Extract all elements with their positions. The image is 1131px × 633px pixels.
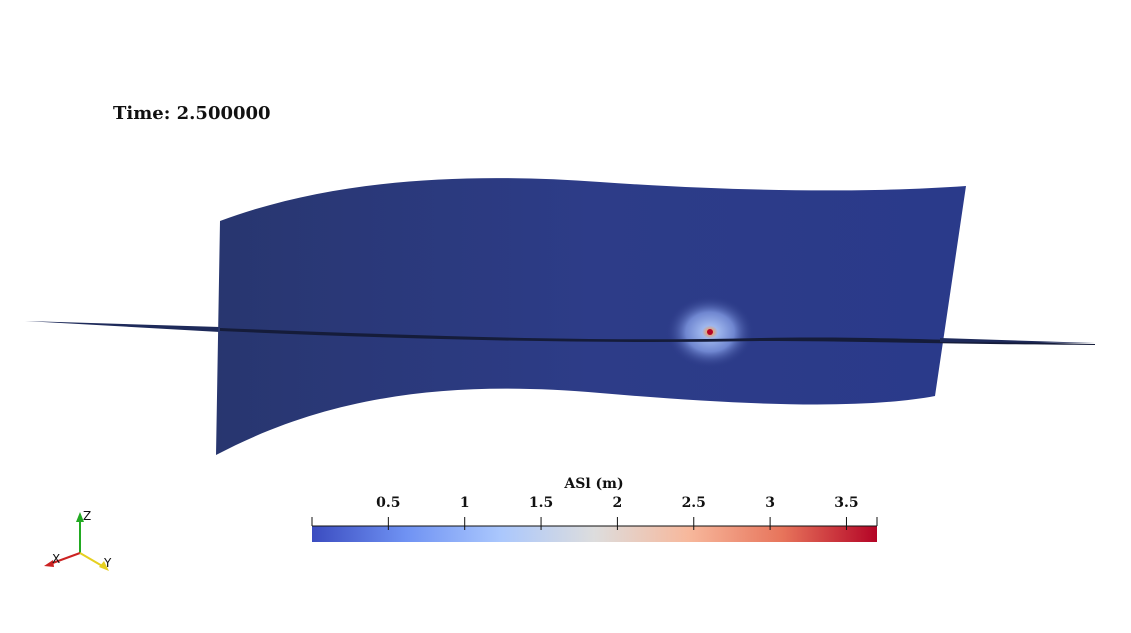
z-axis-arrow bbox=[76, 512, 84, 522]
x-axis-arrow bbox=[44, 560, 54, 567]
colorbar-ticks bbox=[387, 517, 847, 530]
colorbar-tick-label: 3.5 bbox=[834, 495, 859, 511]
fault-trace-line bbox=[220, 328, 1095, 345]
colorbar-tick-label: 1.5 bbox=[528, 495, 554, 511]
x-axis-line bbox=[49, 552, 81, 565]
colorbar-tick-label: 1 bbox=[459, 495, 470, 511]
y-axis-arrow bbox=[99, 561, 109, 571]
y-axis-line bbox=[79, 552, 105, 568]
colorbar-tick-label: 0.5 bbox=[376, 495, 401, 511]
source-peak bbox=[707, 329, 713, 335]
z-axis-label: Z bbox=[83, 509, 92, 523]
x-axis-label: X bbox=[52, 552, 61, 566]
colorbar-gradient bbox=[312, 526, 877, 542]
colorbar-tick-label: 2 bbox=[612, 495, 623, 511]
time-label: Time: 2.500000 bbox=[113, 103, 271, 124]
orientation-axes[interactable] bbox=[44, 512, 109, 571]
colorbar-tick-label: 2.5 bbox=[681, 495, 706, 511]
fault-surface[interactable] bbox=[216, 178, 966, 455]
horizontal-sheet-right bbox=[940, 338, 1095, 343]
y-axis-label: Y bbox=[104, 556, 112, 570]
colorbar-tick-label: 3 bbox=[765, 495, 775, 511]
colorbar-title: ASl (m) bbox=[564, 476, 624, 492]
